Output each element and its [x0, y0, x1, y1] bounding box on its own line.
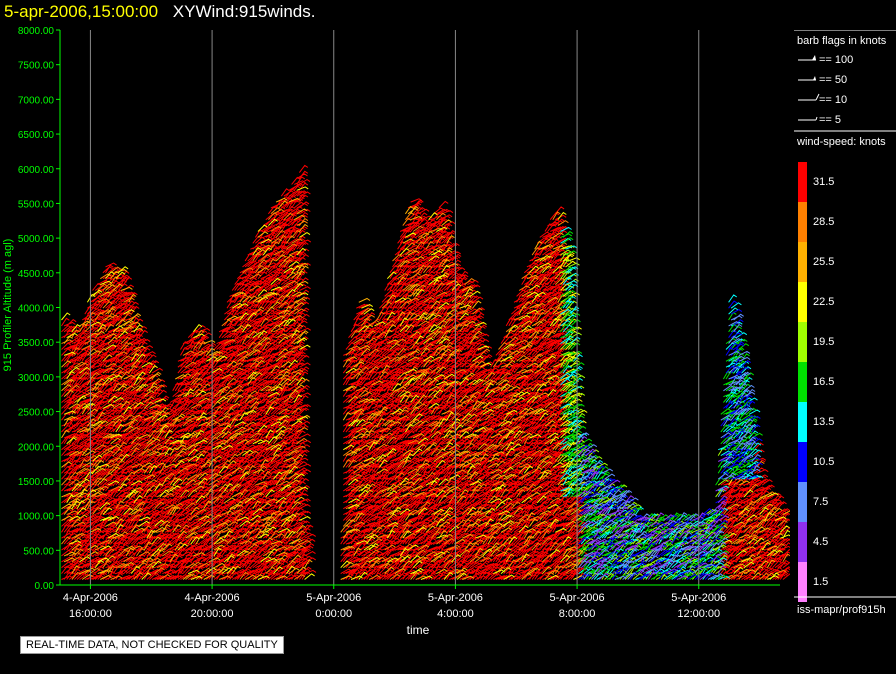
speed-swatch: [798, 402, 807, 442]
y-tick-label: 3000.00: [18, 373, 55, 384]
speed-label: 28.5: [813, 216, 835, 228]
x-tick-date: 4-Apr-2006: [63, 592, 118, 604]
speed-label: 13.5: [813, 416, 835, 428]
speed-label: 4.5: [813, 536, 829, 548]
speed-label: 16.5: [813, 376, 835, 388]
x-tick-date: 4-Apr-2006: [185, 592, 240, 604]
title-product: XYWind:915winds.: [172, 2, 316, 21]
y-tick-label: 6000.00: [18, 165, 55, 176]
y-tick-label: 4000.00: [18, 304, 55, 315]
y-axis-label: 915 Profiler Altitude (m agl): [2, 239, 14, 372]
y-tick-label: 3500.00: [18, 338, 55, 349]
y-tick-label: 8000.00: [18, 26, 55, 37]
barb-flag-100: [812, 55, 816, 60]
x-tick-time: 12:00:00: [677, 608, 720, 620]
y-tick-label: 1500.00: [18, 477, 55, 488]
barb-samples: [798, 55, 820, 121]
y-tick-label: 7000.00: [18, 95, 55, 106]
y-tick-label: 1000.00: [18, 512, 55, 523]
speed-label: 10.5: [813, 456, 835, 468]
x-tick-date: 5-Apr-2006: [671, 592, 726, 604]
x-tick-time: 20:00:00: [191, 608, 234, 620]
vertical-gridlines: [89, 30, 700, 585]
speed-swatch: [798, 202, 807, 242]
barb-series: [578, 435, 730, 580]
speed-label: 25.5: [813, 256, 835, 268]
wind-profile-plot: 0.00 500.00 1000.00 1500.00 2000.00 2500.00 30…: [2, 26, 790, 637]
speed-legend-title: wind-speed: knots: [797, 136, 886, 148]
y-tick-label: 500.00: [23, 546, 54, 557]
barb-series: [578, 313, 761, 580]
title-row: 5-apr-2006,15:00:00 XYWind:915winds.: [4, 2, 315, 24]
barb-item-10: == 10: [819, 94, 848, 106]
y-tick-label: 2500.00: [18, 408, 55, 419]
barb-item-100: == 100: [819, 54, 854, 66]
speed-swatch: [798, 282, 807, 322]
x-tick-date: 5-Apr-2006: [306, 592, 361, 604]
speed-swatch: [798, 242, 807, 282]
x-tick-time: 16:00:00: [69, 608, 112, 620]
speed-label: 1.5: [813, 576, 829, 588]
barb-flag-50: [813, 76, 816, 80]
speed-swatch: [798, 322, 807, 362]
y-tick-label: 5500.00: [18, 199, 55, 210]
speed-label: 31.5: [813, 176, 835, 188]
barb-flag-10: [815, 93, 820, 101]
y-tick-label: 0.00: [35, 581, 55, 592]
y-tick-label: 5000.00: [18, 234, 55, 245]
speed-label: 7.5: [813, 496, 829, 508]
legend-graphics: [794, 30, 896, 602]
barb-series: [61, 186, 790, 580]
speed-label: 19.5: [813, 336, 835, 348]
y-tick-label: 2000.00: [18, 442, 55, 453]
barb-item-5: == 5: [819, 114, 842, 126]
barb-item-50: == 50: [819, 74, 848, 86]
barb-series: [61, 197, 790, 580]
speed-swatch: [798, 482, 807, 522]
x-axis-label: time: [407, 623, 430, 637]
barb-legend-title: barb flags in knots: [797, 35, 887, 47]
y-tick-label: 6500.00: [18, 130, 55, 141]
title-date-time: 5-apr-2006,15:00:00: [4, 2, 159, 21]
speed-swatch: [798, 442, 807, 482]
wind-speed-color-scale: [798, 162, 807, 602]
x-tick-time: 8:00:00: [559, 608, 596, 620]
speed-swatch: [798, 362, 807, 402]
x-tick-time: 4:00:00: [437, 608, 474, 620]
speed-label: 22.5: [813, 296, 835, 308]
y-tick-label: 7500.00: [18, 61, 55, 72]
speed-swatch: [798, 522, 807, 562]
legend-panel: barb flags in knots == 100 == 50 == 10 =…: [794, 30, 896, 630]
barb-series: [61, 164, 790, 580]
barb-series: [560, 245, 730, 580]
x-tick-date: 5-Apr-2006: [428, 592, 483, 604]
y-tick-label: 4500.00: [18, 269, 55, 280]
wind-barbs: [61, 164, 790, 580]
quality-warning-note: REAL-TIME DATA, NOT CHECKED FOR QUALITY: [20, 636, 284, 654]
data-source-label: iss-mapr/prof915h: [797, 604, 886, 616]
plot-axes: 0.00 500.00 1000.00 1500.00 2000.00 2500.00 30…: [18, 26, 780, 620]
barb-flag-5: [815, 116, 818, 121]
speed-swatch: [798, 562, 807, 602]
x-tick-date: 5-Apr-2006: [550, 592, 605, 604]
x-tick-time: 0:00:00: [315, 608, 352, 620]
speed-swatch: [798, 162, 807, 202]
